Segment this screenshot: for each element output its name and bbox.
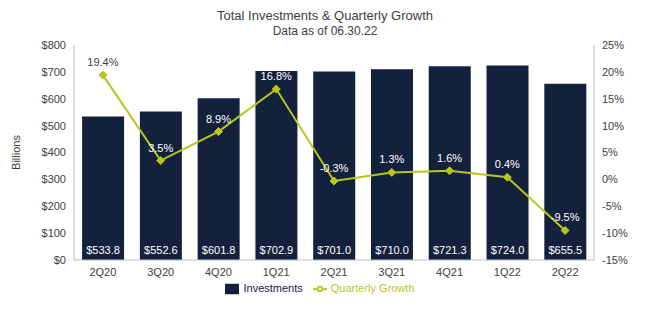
svg-text:5%: 5%: [602, 146, 618, 158]
svg-text:$200: $200: [42, 200, 66, 212]
svg-text:-10%: -10%: [602, 227, 628, 239]
svg-text:1.3%: 1.3%: [379, 153, 404, 165]
svg-text:3.5%: 3.5%: [148, 142, 173, 154]
svg-text:$710.0: $710.0: [375, 244, 409, 256]
svg-text:8.9%: 8.9%: [206, 113, 231, 125]
svg-text:25%: 25%: [602, 39, 624, 51]
svg-text:$724.0: $724.0: [491, 244, 525, 256]
svg-text:3Q21: 3Q21: [378, 266, 405, 278]
svg-text:0%: 0%: [602, 173, 618, 185]
svg-text:$500: $500: [42, 120, 66, 132]
svg-text:$655.5: $655.5: [548, 244, 582, 256]
svg-text:1Q22: 1Q22: [494, 266, 521, 278]
svg-text:2Q20: 2Q20: [89, 266, 116, 278]
html-text:Data as of 06.30.22: Data as of 06.30.22: [272, 24, 378, 38]
svg-text:$552.6: $552.6: [144, 244, 178, 256]
svg-text:2Q21: 2Q21: [321, 266, 348, 278]
html-text:Quarterly Growth: Quarterly Growth: [330, 282, 415, 294]
html-text:Investments: Investments: [243, 282, 303, 294]
svg-text:1Q21: 1Q21: [263, 266, 290, 278]
svg-text:$700: $700: [42, 66, 66, 78]
svg-text:20%: 20%: [602, 66, 624, 78]
svg-text:-9.5%: -9.5%: [551, 211, 580, 223]
svg-text:19.4%: 19.4%: [87, 56, 118, 68]
svg-text:-15%: -15%: [602, 254, 628, 266]
svg-text:3Q20: 3Q20: [147, 266, 174, 278]
svg-text:$300: $300: [42, 173, 66, 185]
svg-text:$601.8: $601.8: [202, 244, 236, 256]
svg-text:-0.3%: -0.3%: [320, 162, 349, 174]
svg-text:-5%: -5%: [602, 200, 622, 212]
svg-text:10%: 10%: [602, 120, 624, 132]
svg-text:$600: $600: [42, 93, 66, 105]
svg-text:1.6%: 1.6%: [437, 152, 462, 164]
svg-text:$701.0: $701.0: [317, 244, 351, 256]
svg-text:4Q21: 4Q21: [436, 266, 463, 278]
html-text:Total Investments & Quarterly: Total Investments & Quarterly Growth: [217, 8, 433, 23]
svg-text:15%: 15%: [602, 93, 624, 105]
svg-text:0.4%: 0.4%: [495, 158, 520, 170]
svg-text:$400: $400: [42, 146, 66, 158]
svg-text:$100: $100: [42, 227, 66, 239]
svg-text:$800: $800: [42, 39, 66, 51]
svg-text:$721.3: $721.3: [433, 244, 467, 256]
svg-text:Billions: Billions: [10, 135, 22, 170]
svg-text:$0: $0: [54, 254, 66, 266]
svg-text:$533.8: $533.8: [86, 244, 120, 256]
svg-text:2Q22: 2Q22: [552, 266, 579, 278]
svg-text:4Q20: 4Q20: [205, 266, 232, 278]
svg-text:$702.9: $702.9: [260, 244, 294, 256]
svg-text:16.8%: 16.8%: [261, 70, 292, 82]
